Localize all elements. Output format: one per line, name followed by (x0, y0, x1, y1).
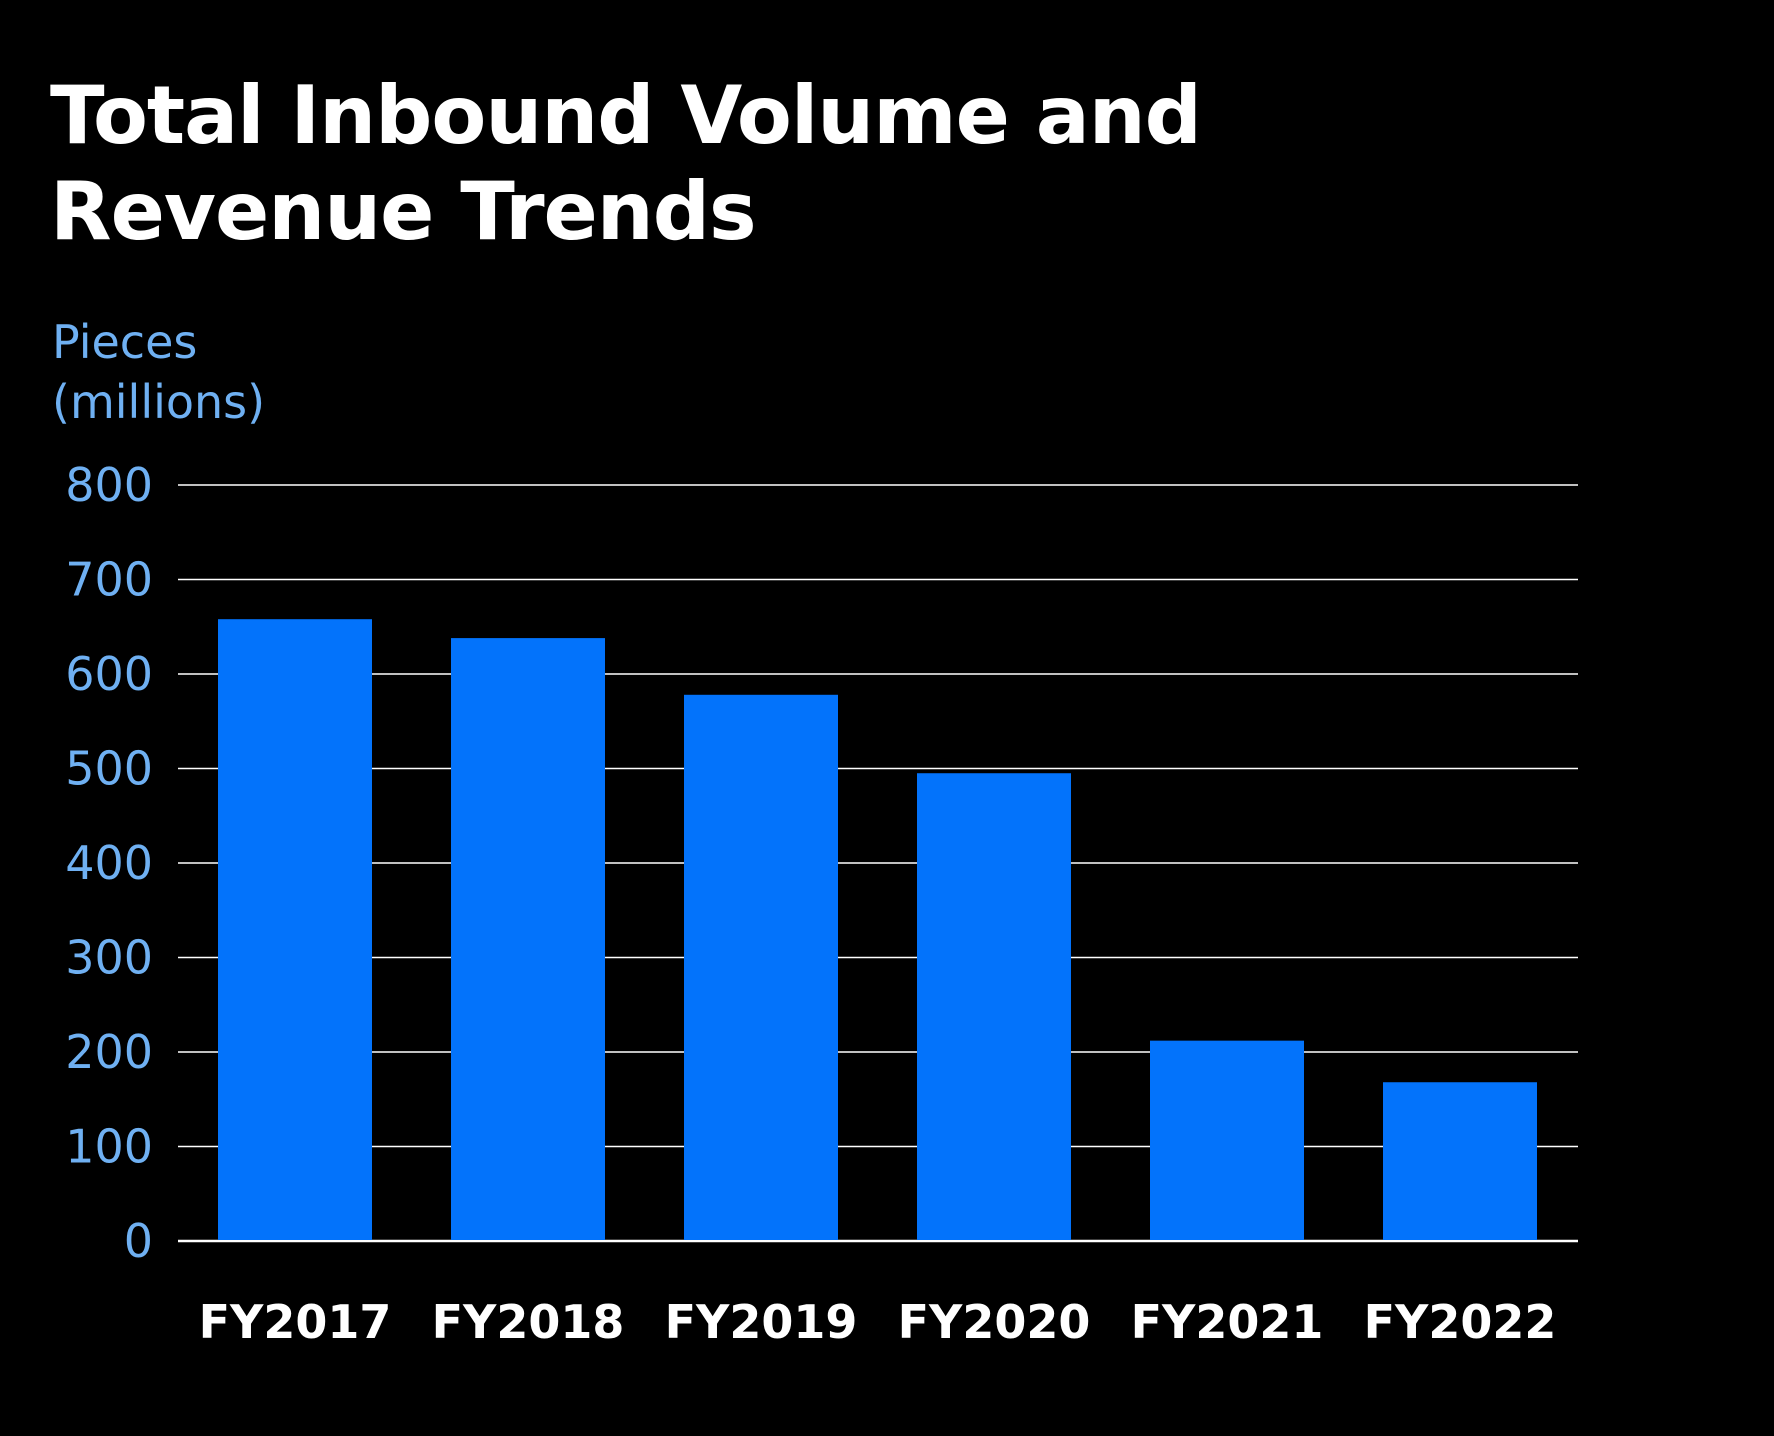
bar-fy2018 (451, 638, 605, 1240)
y-axis-label-line-2: (millions) (52, 375, 266, 429)
y-tick-label: 400 (65, 836, 153, 890)
bar-fy2019 (684, 694, 838, 1240)
x-tick-label: FY2022 (1364, 1295, 1557, 1349)
chart-title-line-1: Total Inbound Volume and (50, 69, 1202, 162)
chart-title-line-2: Revenue Trends (50, 165, 757, 258)
x-tick-label: FY2020 (898, 1295, 1091, 1349)
y-tick-label: 100 (65, 1120, 153, 1174)
x-tick-label: FY2021 (1131, 1295, 1324, 1349)
x-tick-label: FY2019 (665, 1295, 858, 1349)
y-tick-label: 0 (124, 1214, 153, 1268)
bars (218, 619, 1537, 1240)
y-axis-label-line-1: Pieces (52, 315, 198, 369)
y-axis-ticks: 0 100 200 300 400 500 600 700 800 (65, 458, 153, 1268)
y-tick-label: 600 (65, 647, 153, 701)
bar-fy2021 (1150, 1040, 1304, 1240)
y-axis-label: Pieces (millions) (52, 312, 265, 432)
y-tick-label: 300 (65, 931, 153, 985)
chart-title: Total Inbound Volume and Revenue Trends (50, 68, 1450, 260)
bar-fy2017 (218, 619, 372, 1240)
x-axis-ticks: FY2017 FY2018 FY2019 FY2020 FY2021 FY2022 (199, 1295, 1557, 1349)
grid-lines (178, 484, 1578, 1243)
y-tick-label: 200 (65, 1025, 153, 1079)
bar-fy2022 (1383, 1082, 1537, 1240)
y-tick-label: 800 (65, 458, 153, 512)
y-tick-label: 700 (65, 553, 153, 607)
y-tick-label: 500 (65, 742, 153, 796)
x-tick-label: FY2018 (432, 1295, 625, 1349)
x-tick-label: FY2017 (199, 1295, 392, 1349)
bar-fy2020 (917, 773, 1071, 1240)
